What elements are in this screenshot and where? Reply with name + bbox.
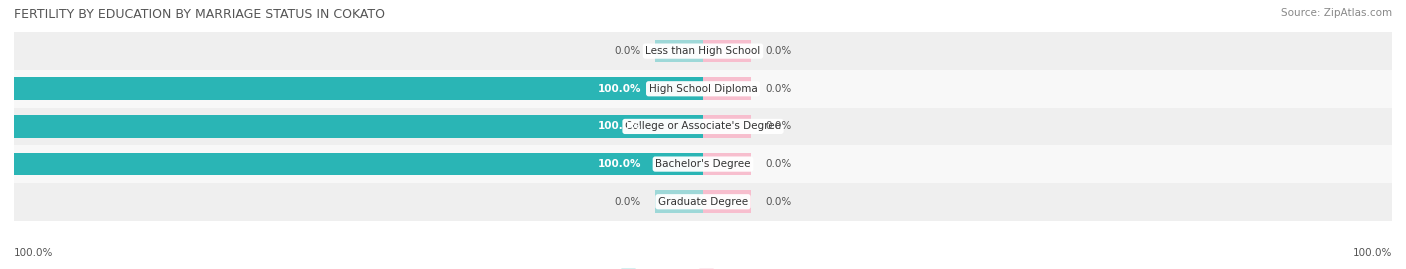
Text: 0.0%: 0.0% — [765, 121, 792, 132]
Text: College or Associate's Degree: College or Associate's Degree — [626, 121, 780, 132]
Bar — [14, 145, 1392, 183]
Text: 0.0%: 0.0% — [614, 46, 641, 56]
Bar — [14, 183, 1392, 221]
Text: Bachelor's Degree: Bachelor's Degree — [655, 159, 751, 169]
Bar — [14, 32, 1392, 70]
Text: 0.0%: 0.0% — [765, 46, 792, 56]
Bar — [703, 153, 751, 175]
Bar — [655, 40, 703, 62]
Text: Graduate Degree: Graduate Degree — [658, 197, 748, 207]
Bar — [14, 108, 1392, 145]
Bar — [703, 190, 751, 213]
Bar — [14, 70, 1392, 108]
Text: FERTILITY BY EDUCATION BY MARRIAGE STATUS IN COKATO: FERTILITY BY EDUCATION BY MARRIAGE STATU… — [14, 8, 385, 21]
Text: 0.0%: 0.0% — [765, 159, 792, 169]
Text: 0.0%: 0.0% — [765, 84, 792, 94]
Text: High School Diploma: High School Diploma — [648, 84, 758, 94]
Text: 0.0%: 0.0% — [614, 197, 641, 207]
Text: 100.0%: 100.0% — [1353, 248, 1392, 258]
Bar — [703, 40, 751, 62]
Bar — [703, 115, 751, 138]
Text: 100.0%: 100.0% — [14, 248, 53, 258]
Bar — [14, 115, 703, 138]
Text: 100.0%: 100.0% — [598, 84, 641, 94]
Text: Source: ZipAtlas.com: Source: ZipAtlas.com — [1281, 8, 1392, 18]
Text: Less than High School: Less than High School — [645, 46, 761, 56]
Text: 100.0%: 100.0% — [598, 121, 641, 132]
Bar — [655, 190, 703, 213]
Text: 0.0%: 0.0% — [765, 197, 792, 207]
Text: 100.0%: 100.0% — [598, 159, 641, 169]
Bar — [14, 77, 703, 100]
Bar — [14, 153, 703, 175]
Legend: Married, Unmarried: Married, Unmarried — [616, 264, 790, 269]
Bar — [703, 77, 751, 100]
